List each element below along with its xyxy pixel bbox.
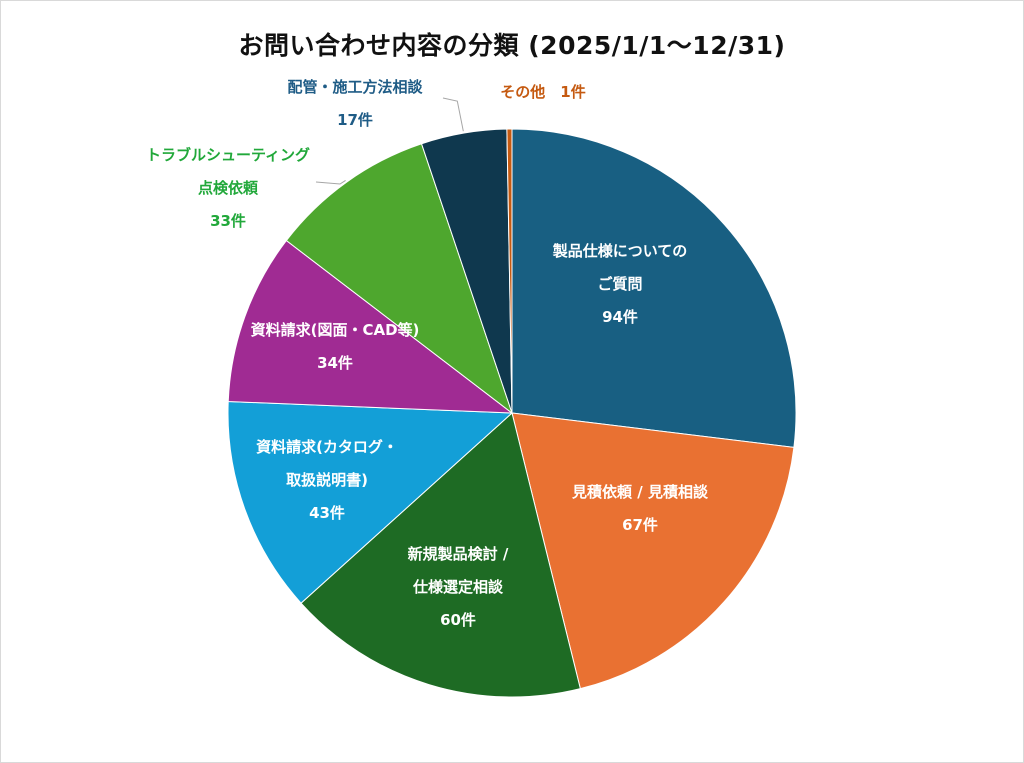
- slice-label: 見積依頼 / 見積相談: [571, 483, 709, 501]
- slice-label: 取扱説明書): [286, 471, 368, 489]
- slice-label: トラブルシューティング: [146, 146, 310, 164]
- slice-label: 製品仕様についての: [552, 242, 688, 260]
- pie-slice: [511, 412, 795, 690]
- slice-label: ご質問: [597, 275, 642, 293]
- slice-label: 資料請求(図面・CAD等): [251, 321, 420, 339]
- slice-label: 新規製品検討 /: [408, 545, 509, 563]
- pie-slices: [227, 128, 797, 698]
- slice-value-label: 33件: [210, 212, 246, 230]
- slice-label: 点検依頼: [198, 179, 259, 197]
- pie-slice: [227, 400, 514, 604]
- pie-slice: [285, 143, 513, 415]
- chart-title: お問い合わせ内容の分類 (2025/1/1〜12/31): [238, 31, 786, 60]
- leader-line: [315, 179, 346, 185]
- pie-slice: [227, 239, 514, 414]
- pie-slice: [300, 412, 581, 698]
- slice-value-label: 60件: [440, 611, 476, 629]
- slice-value-label: 34件: [317, 354, 353, 372]
- slice-value-label: 94件: [602, 308, 638, 326]
- slice-label: 仕様選定相談: [412, 578, 504, 596]
- slice-value-label: 43件: [309, 504, 345, 522]
- slice-label: 配管・施工方法相談: [287, 78, 423, 96]
- leader-lines: [315, 97, 464, 185]
- slice-label: 資料請求(カタログ・: [256, 438, 398, 456]
- leader-line: [442, 97, 464, 132]
- slice-value-label: 67件: [622, 516, 658, 534]
- slice-value-label: 17件: [337, 111, 373, 129]
- pie-slice: [511, 128, 797, 448]
- pie-slice: [506, 128, 513, 414]
- slice-label: その他 1件: [500, 83, 585, 101]
